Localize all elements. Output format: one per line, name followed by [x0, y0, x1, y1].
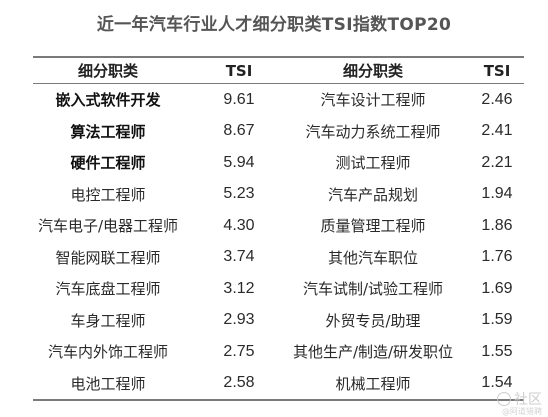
- table-row: 嵌入式软件开发 9.61 汽车设计工程师 2.46: [33, 84, 524, 116]
- table-header: 细分职类 TSI 细分职类 TSI: [33, 56, 524, 84]
- table-row: 汽车底盘工程师 3.12 汽车试制/试验工程师 1.69: [33, 273, 524, 305]
- right-tsi-value: 1.54: [481, 374, 513, 392]
- header-tsi-left: TSI: [225, 61, 253, 80]
- right-tsi-value: 1.55: [481, 342, 513, 360]
- table-row: 汽车内外饰工程师 2.75 其他生产/制造/研发职位 1.55: [33, 336, 524, 368]
- right-job-name: 汽车试制/试验工程师: [302, 280, 444, 299]
- table-row: 电控工程师 5.23 汽车产品规划 1.94: [33, 179, 524, 211]
- left-job-name: 智能网联工程师: [55, 248, 161, 267]
- left-job-name: 算法工程师: [70, 122, 146, 141]
- left-tsi-value: 8.67: [223, 122, 255, 140]
- left-tsi-value: 3.74: [223, 248, 255, 266]
- left-tsi-value: 9.61: [223, 90, 255, 108]
- table-row: 汽车电子/电器工程师 4.30 质量管理工程师 1.86: [33, 210, 524, 242]
- left-job-name: 电池工程师: [70, 374, 146, 393]
- left-job-name: 汽车底盘工程师: [55, 280, 161, 299]
- right-tsi-value: 2.41: [481, 122, 513, 140]
- right-job-name: 其他汽车职位: [327, 248, 418, 267]
- right-tsi-value: 2.46: [481, 90, 513, 108]
- right-tsi-value: 1.76: [481, 248, 513, 266]
- right-tsi-value: 1.94: [481, 185, 513, 203]
- left-tsi-value: 5.94: [223, 153, 255, 171]
- watermark-main-text: 社区: [514, 392, 542, 408]
- header-category-left: 细分职类: [77, 62, 138, 80]
- right-job-name: 汽车产品规划: [327, 185, 418, 204]
- table-row: 电池工程师 2.58 机械工程师 1.54: [33, 368, 524, 400]
- left-job-name: 汽车电子/电器工程师: [37, 217, 179, 236]
- left-job-name: 嵌入式软件开发: [55, 91, 161, 110]
- left-job-name: 硬件工程师: [70, 154, 146, 173]
- tsi-table: 细分职类 TSI 细分职类 TSI 嵌入式软件开发 9.61 汽车设计工程师 2…: [33, 56, 524, 401]
- left-job-name: 汽车内外饰工程师: [47, 343, 168, 362]
- left-tsi-value: 4.30: [223, 216, 255, 234]
- right-tsi-value: 1.69: [481, 279, 513, 297]
- watermark: 社区 @阿道猎聘: [497, 389, 542, 416]
- table-row: 车身工程师 2.93 外贸专员/助理 1.59: [33, 305, 524, 337]
- left-tsi-value: 2.58: [223, 374, 255, 392]
- table-row: 智能网联工程师 3.74 其他汽车职位 1.76: [33, 242, 524, 274]
- right-tsi-value: 1.86: [481, 216, 513, 234]
- left-job-name: 车身工程师: [70, 311, 146, 330]
- right-job-name: 质量管理工程师: [320, 217, 426, 236]
- table-bottom-rule: [33, 399, 524, 401]
- right-job-name: 其他生产/制造/研发职位: [292, 343, 454, 362]
- left-tsi-value: 2.75: [223, 342, 255, 360]
- header-category-right: 细分职类: [342, 62, 403, 80]
- table-body: 嵌入式软件开发 9.61 汽车设计工程师 2.46 算法工程师 8.67 汽车动…: [33, 84, 524, 399]
- left-job-name: 电控工程师: [70, 185, 146, 204]
- left-tsi-value: 2.93: [223, 311, 255, 329]
- left-tsi-value: 3.12: [223, 279, 255, 297]
- watermark-sub-text: @阿道猎聘: [502, 407, 542, 416]
- right-job-name: 汽车设计工程师: [320, 91, 426, 110]
- right-tsi-value: 1.59: [481, 311, 513, 329]
- right-job-name: 测试工程师: [335, 154, 411, 173]
- right-job-name: 汽车动力系统工程师: [305, 122, 441, 141]
- right-job-name: 机械工程师: [335, 374, 411, 393]
- right-tsi-value: 2.21: [481, 153, 513, 171]
- table-row: 硬件工程师 5.94 测试工程师 2.21: [33, 147, 524, 179]
- table-row: 算法工程师 8.67 汽车动力系统工程师 2.41: [33, 116, 524, 148]
- header-tsi-right: TSI: [483, 61, 511, 80]
- watermark-logo-icon: [497, 392, 511, 406]
- page-title: 近一年汽车行业人才细分职类TSI指数TOP20: [96, 15, 452, 35]
- right-job-name: 外贸专员/助理: [325, 311, 421, 330]
- left-tsi-value: 5.23: [223, 185, 255, 203]
